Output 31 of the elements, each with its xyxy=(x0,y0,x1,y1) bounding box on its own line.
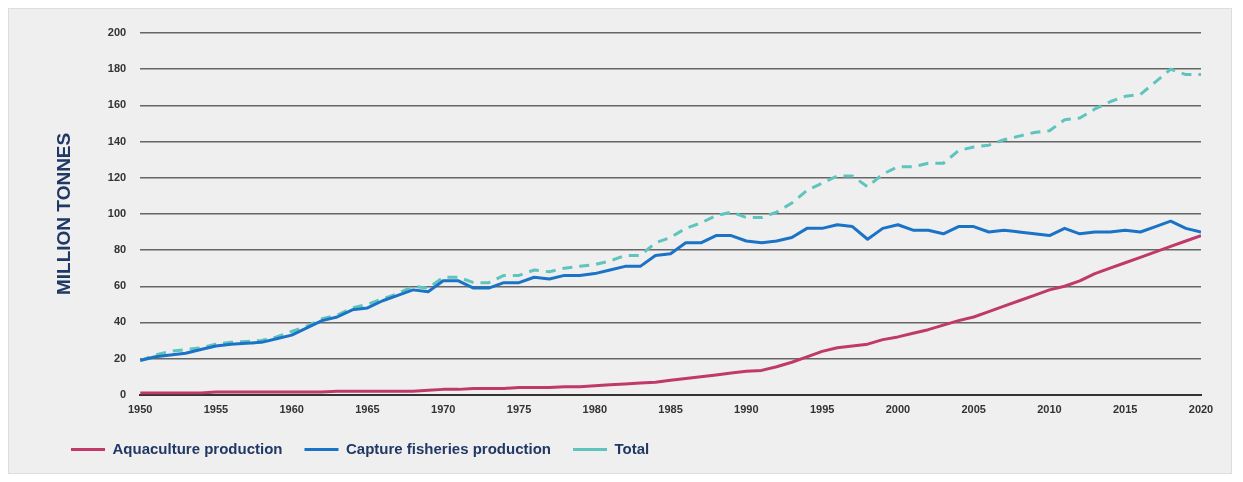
x-tick-label: 1960 xyxy=(279,403,304,416)
legend-label: Capture fisheries production xyxy=(346,439,552,457)
y-tick-label: 80 xyxy=(113,243,127,256)
x-tick-label: 2020 xyxy=(1188,403,1214,416)
y-axis-title: MILLION TONNES xyxy=(52,132,74,296)
x-tick-label: 1955 xyxy=(203,403,229,416)
y-tick-label: 200 xyxy=(107,26,127,39)
y-tick-label: 0 xyxy=(120,387,127,400)
x-tick-label: 2015 xyxy=(1112,403,1138,416)
x-tick-label: 2010 xyxy=(1037,403,1062,416)
y-tick-label: 60 xyxy=(113,279,127,292)
x-tick-label: 1990 xyxy=(734,403,759,416)
x-tick-label: 1985 xyxy=(658,403,683,416)
x-tick-label: 1965 xyxy=(355,403,380,416)
y-tick-label: 100 xyxy=(107,206,127,219)
x-tick-label: 1975 xyxy=(506,403,532,416)
x-tick-label: 1950 xyxy=(127,403,153,416)
legend-label: Aquaculture production xyxy=(112,439,283,457)
x-tick-label: 2005 xyxy=(961,403,986,416)
y-tick-label: 40 xyxy=(113,315,127,328)
y-tick-label: 20 xyxy=(113,351,127,364)
y-tick-label: 180 xyxy=(107,62,127,75)
x-tick-label: 1995 xyxy=(809,403,835,416)
line-series xyxy=(140,67,1201,362)
legend-label: Total xyxy=(614,439,650,457)
y-tick-label: 140 xyxy=(107,134,127,147)
y-tick-label: 160 xyxy=(107,98,127,111)
x-tick-label: 2000 xyxy=(885,403,911,416)
x-tick-label: 1970 xyxy=(431,403,456,416)
x-tick-label: 1980 xyxy=(582,403,608,416)
y-tick-label: 120 xyxy=(107,170,127,183)
